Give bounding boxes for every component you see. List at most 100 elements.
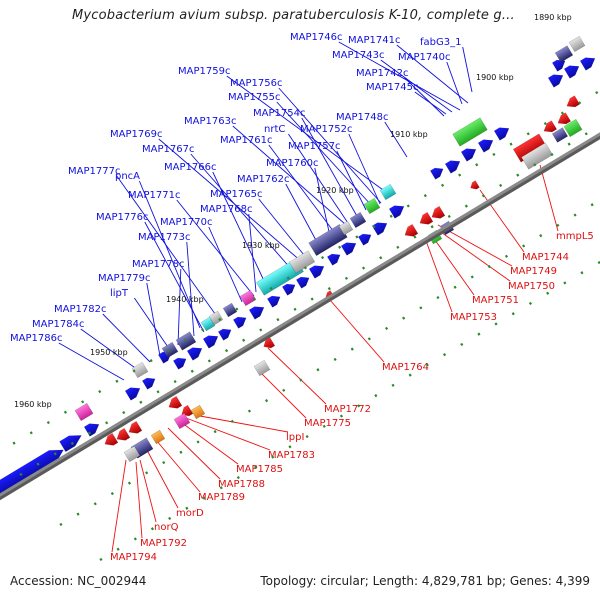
forward-feature-18-body: [340, 242, 357, 256]
gene-label-lipt: lipT: [110, 288, 129, 299]
gene-leader-map1761c: [268, 144, 335, 233]
forward-feature-22: [430, 167, 444, 180]
forward-tick-mark: [355, 235, 359, 239]
forward-tick-mark: [19, 472, 23, 477]
forward-feature-37: [239, 289, 257, 307]
gene-label-mmpl5: mmpL5: [556, 231, 594, 242]
gene-leader-map1782c: [102, 313, 151, 363]
reverse-tick-mark: [391, 383, 395, 387]
forward-feature-47: [568, 35, 586, 53]
gene-label-map1741c: MAP1741c: [348, 35, 400, 46]
forward-tick-mark: [269, 286, 273, 291]
gene-leader-map1754c: [301, 117, 359, 219]
forward-tick-mark: [464, 204, 468, 208]
forward-feature-26-body: [493, 127, 510, 141]
reverse-tick-mark: [253, 465, 258, 469]
gene-label-map1740c: MAP1740c: [398, 52, 450, 63]
reverse-tick-mark: [196, 440, 200, 444]
gene-leader-map1778c: [177, 268, 182, 346]
forward-tick-mark: [516, 173, 520, 177]
forward-feature-17: [327, 253, 341, 266]
forward-feature-48: [74, 402, 94, 422]
reverse-tick-mark: [333, 357, 337, 362]
forward-tick-mark: [430, 225, 434, 229]
reverse-feature-5-body: [566, 95, 580, 108]
reverse-tick-mark: [470, 275, 474, 279]
reverse-tick-mark: [150, 527, 155, 531]
gene-leader-map1766c: [212, 171, 267, 286]
forward-feature-16: [308, 265, 325, 279]
reverse-feature-7: [551, 127, 569, 143]
gene-label-map1770c: MAP1770c: [160, 217, 212, 228]
gene-label-map1749: MAP1749: [510, 266, 557, 277]
forward-tick-mark: [396, 245, 400, 249]
reverse-feature-22: [116, 427, 131, 441]
reverse-tick-mark: [339, 414, 344, 418]
forward-feature-28: [563, 65, 580, 79]
reverse-feature-17: [168, 395, 183, 409]
forward-feature-13: [267, 295, 281, 308]
gene-leader-map1773c: [186, 241, 195, 337]
forward-feature-45: [452, 117, 488, 147]
reverse-tick-mark: [563, 281, 567, 285]
reverse-feature-21: [104, 432, 119, 446]
forward-feature-11-body: [233, 316, 247, 329]
forward-feature-10: [218, 328, 232, 341]
reverse-tick-mark: [236, 475, 240, 480]
reverse-feature-16: [253, 359, 271, 377]
reverse-feature-26: [150, 429, 166, 445]
forward-tick-mark: [200, 328, 205, 332]
reverse-tick-mark: [271, 455, 275, 459]
forward-feature-16-body: [308, 265, 325, 279]
gene-label-map1756c: MAP1756c: [230, 78, 282, 89]
gene-leader-map1767c: [190, 153, 293, 271]
forward-tick-mark: [252, 297, 256, 301]
forward-feature-47-body: [568, 35, 586, 53]
reverse-feature-10-body: [419, 211, 434, 225]
gene-label-map1771c: MAP1771c: [128, 190, 180, 201]
kbp-label-1960-kbp: 1960 kbp: [14, 400, 52, 409]
forward-tick-mark: [132, 369, 136, 373]
reverse-tick-mark: [357, 404, 361, 408]
gene-leader-map1743c: [380, 59, 453, 113]
forward-tick-mark: [53, 452, 57, 456]
reverse-tick-mark: [528, 301, 533, 306]
gene-leader-fabg3-1: [462, 46, 473, 93]
gene-leader-mmpl5: [539, 164, 559, 232]
reverse-tick-mark: [213, 430, 217, 434]
reverse-tick-mark: [384, 326, 389, 331]
gene-leader-map1777c: [116, 175, 219, 319]
reverse-tick-mark: [59, 522, 63, 527]
reverse-feature-10: [419, 211, 434, 225]
forward-feature-21-body: [388, 205, 405, 219]
reverse-feature-6-body: [563, 118, 583, 138]
gene-leader-map1765c: [258, 198, 305, 256]
forward-tick-mark: [320, 255, 325, 260]
forward-feature-37-body: [239, 289, 257, 307]
forward-tick-mark: [447, 214, 451, 219]
gene-label-map1753: MAP1753: [450, 312, 497, 323]
gene-leader-map1779c: [146, 282, 161, 357]
forward-tick-mark: [492, 152, 496, 157]
gene-leader-map1789: [155, 439, 201, 493]
gene-label-map1778c: MAP1778c: [132, 259, 184, 270]
gene-label-lppi: lppI: [286, 432, 304, 443]
forward-tick-mark: [190, 369, 194, 373]
reverse-feature-16-body: [253, 359, 271, 377]
forward-feature-42-body: [349, 211, 367, 229]
reverse-tick-mark: [539, 234, 543, 238]
gene-label-map1789: MAP1789: [198, 492, 245, 503]
gene-leader-map1783: [185, 417, 271, 451]
forward-feature-14-body: [282, 283, 296, 296]
reverse-feature-2: [521, 142, 553, 170]
gene-leader-map1768c: [248, 213, 257, 293]
gene-label-map1779c: MAP1779c: [98, 273, 150, 284]
gene-label-map1792: MAP1792: [140, 538, 187, 549]
forward-feature-36: [222, 302, 238, 318]
forward-feature-46: [554, 45, 574, 63]
forward-tick-mark: [183, 338, 188, 342]
gene-label-map1784c: MAP1784c: [32, 319, 84, 330]
reverse-feature-6: [563, 118, 583, 138]
gene-label-map1776c: MAP1776c: [96, 212, 148, 223]
forward-tick-mark: [310, 297, 314, 301]
